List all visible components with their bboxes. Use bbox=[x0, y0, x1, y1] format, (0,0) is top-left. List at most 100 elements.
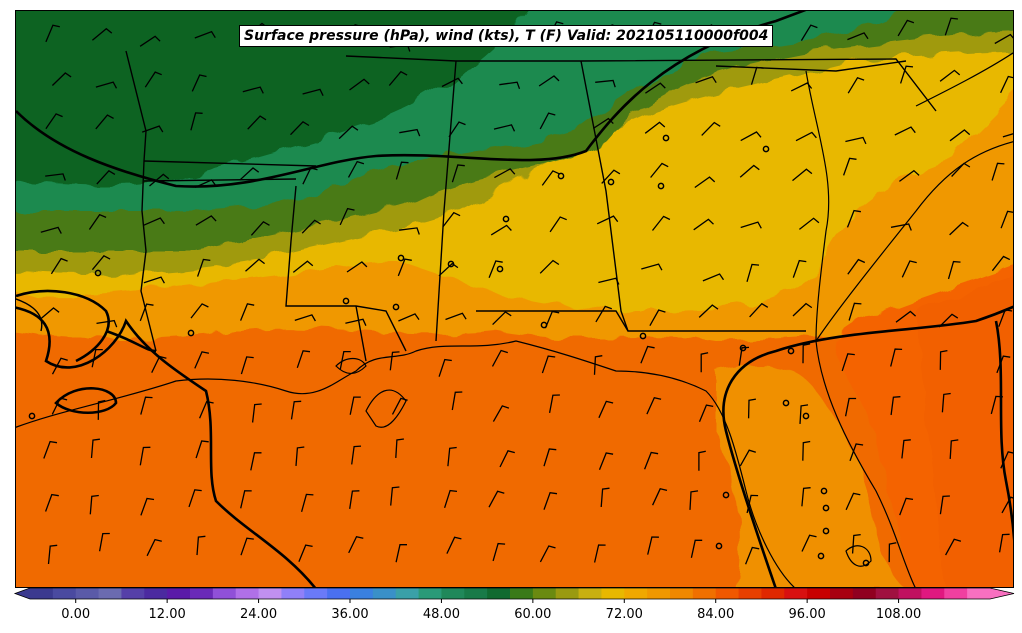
wind-barb bbox=[338, 125, 359, 140]
colorbar-cell bbox=[281, 588, 305, 599]
wind-barb bbox=[847, 77, 865, 94]
colorbar-cell bbox=[441, 588, 465, 599]
wind-barb bbox=[949, 221, 969, 236]
wind-barb bbox=[643, 451, 659, 470]
wind-barb bbox=[746, 263, 760, 282]
wind-barb bbox=[693, 218, 714, 231]
wind-barb bbox=[598, 400, 614, 419]
colorbar-cell bbox=[738, 588, 762, 599]
wind-barb bbox=[146, 538, 162, 557]
wind-barb bbox=[45, 24, 60, 43]
wind-barb bbox=[938, 313, 959, 328]
wind-barb bbox=[539, 259, 560, 274]
wind-barb bbox=[47, 544, 58, 565]
wind-barb bbox=[91, 254, 111, 271]
wind-barb bbox=[888, 542, 897, 563]
wind-barb bbox=[44, 493, 59, 512]
station-marker bbox=[657, 182, 665, 190]
wind-barb bbox=[447, 446, 457, 467]
colorbar-cell bbox=[875, 588, 900, 599]
wind-barb bbox=[899, 169, 920, 182]
wind-barb bbox=[140, 396, 153, 415]
wind-barb bbox=[949, 439, 959, 459]
wind-barb bbox=[290, 400, 302, 420]
colorbar-cell bbox=[532, 588, 557, 599]
wind-barb bbox=[947, 260, 961, 280]
wind-barb bbox=[96, 319, 118, 328]
station-marker bbox=[822, 504, 830, 512]
wind-barb bbox=[951, 162, 971, 177]
colorbar-cell bbox=[624, 588, 648, 599]
wind-barb bbox=[395, 543, 408, 563]
wind-barb bbox=[492, 542, 506, 562]
wind-barb bbox=[348, 535, 364, 554]
wind-barb bbox=[95, 81, 118, 89]
wind-barb bbox=[652, 488, 668, 506]
wind-barb bbox=[199, 400, 214, 419]
wind-barb bbox=[991, 255, 1011, 272]
wind-barb bbox=[139, 35, 161, 47]
colorbar-tick-label: 96.00 bbox=[788, 607, 826, 622]
wind-barb bbox=[890, 223, 912, 231]
wind-barb bbox=[190, 112, 203, 131]
wind-barb bbox=[491, 349, 508, 367]
wind-barb bbox=[499, 81, 521, 90]
wind-barb bbox=[438, 358, 452, 377]
wind-barb bbox=[448, 121, 466, 138]
wind-barb bbox=[443, 489, 458, 508]
wind-barb bbox=[939, 69, 961, 82]
wind-barb bbox=[792, 259, 807, 278]
wind-barb bbox=[494, 168, 516, 179]
wind-barb bbox=[390, 486, 400, 506]
wind-barb bbox=[346, 261, 368, 273]
wind-barb bbox=[595, 305, 613, 323]
wind-barb bbox=[143, 276, 165, 284]
colorbar-cell bbox=[784, 588, 808, 599]
wind-barb bbox=[740, 221, 762, 229]
wind-barb bbox=[194, 179, 217, 188]
wind-barb bbox=[143, 217, 165, 226]
wind-barb bbox=[740, 131, 762, 142]
wind-barb bbox=[488, 260, 503, 278]
wind-barb bbox=[349, 396, 361, 415]
station-marker bbox=[94, 269, 102, 277]
wind-barb bbox=[847, 32, 869, 41]
wind-barb bbox=[750, 66, 764, 85]
wind-barb bbox=[399, 227, 420, 235]
wind-barb bbox=[747, 398, 757, 419]
wind-barb bbox=[596, 215, 619, 225]
wind-barb bbox=[544, 310, 560, 329]
wind-barb bbox=[195, 440, 209, 459]
wind-barb bbox=[848, 302, 862, 321]
colorbar-cell bbox=[167, 588, 191, 599]
wind-barb bbox=[801, 534, 817, 552]
wind-barb bbox=[644, 121, 666, 134]
wind-barb bbox=[97, 399, 106, 420]
wind-barb bbox=[949, 129, 971, 142]
colorbar-cell bbox=[670, 588, 694, 599]
wind-barb bbox=[51, 72, 72, 86]
wind-barb bbox=[651, 215, 671, 231]
colorbar-cell bbox=[578, 588, 602, 599]
wind-barb bbox=[641, 263, 663, 271]
station-marker bbox=[502, 215, 510, 223]
wind-barb bbox=[438, 262, 459, 277]
colorbar-cell bbox=[52, 588, 77, 599]
wind-barb bbox=[800, 24, 818, 41]
wind-barb bbox=[795, 131, 817, 142]
station-marker bbox=[722, 491, 730, 499]
temperature-colorbar bbox=[13, 587, 1015, 603]
wind-barb bbox=[295, 446, 305, 466]
wind-barb bbox=[349, 490, 360, 509]
wind-barb bbox=[991, 162, 1005, 181]
colorbar-cell bbox=[715, 588, 740, 599]
colorbar-tick-label: 72.00 bbox=[605, 607, 643, 622]
wind-barb bbox=[538, 75, 560, 87]
station-marker bbox=[739, 344, 747, 352]
wind-barb bbox=[451, 391, 463, 411]
wind-barb bbox=[397, 258, 412, 277]
station-marker bbox=[820, 487, 828, 495]
wind-barb bbox=[294, 314, 316, 322]
wind-barb bbox=[744, 546, 760, 565]
wind-barb bbox=[292, 260, 314, 273]
